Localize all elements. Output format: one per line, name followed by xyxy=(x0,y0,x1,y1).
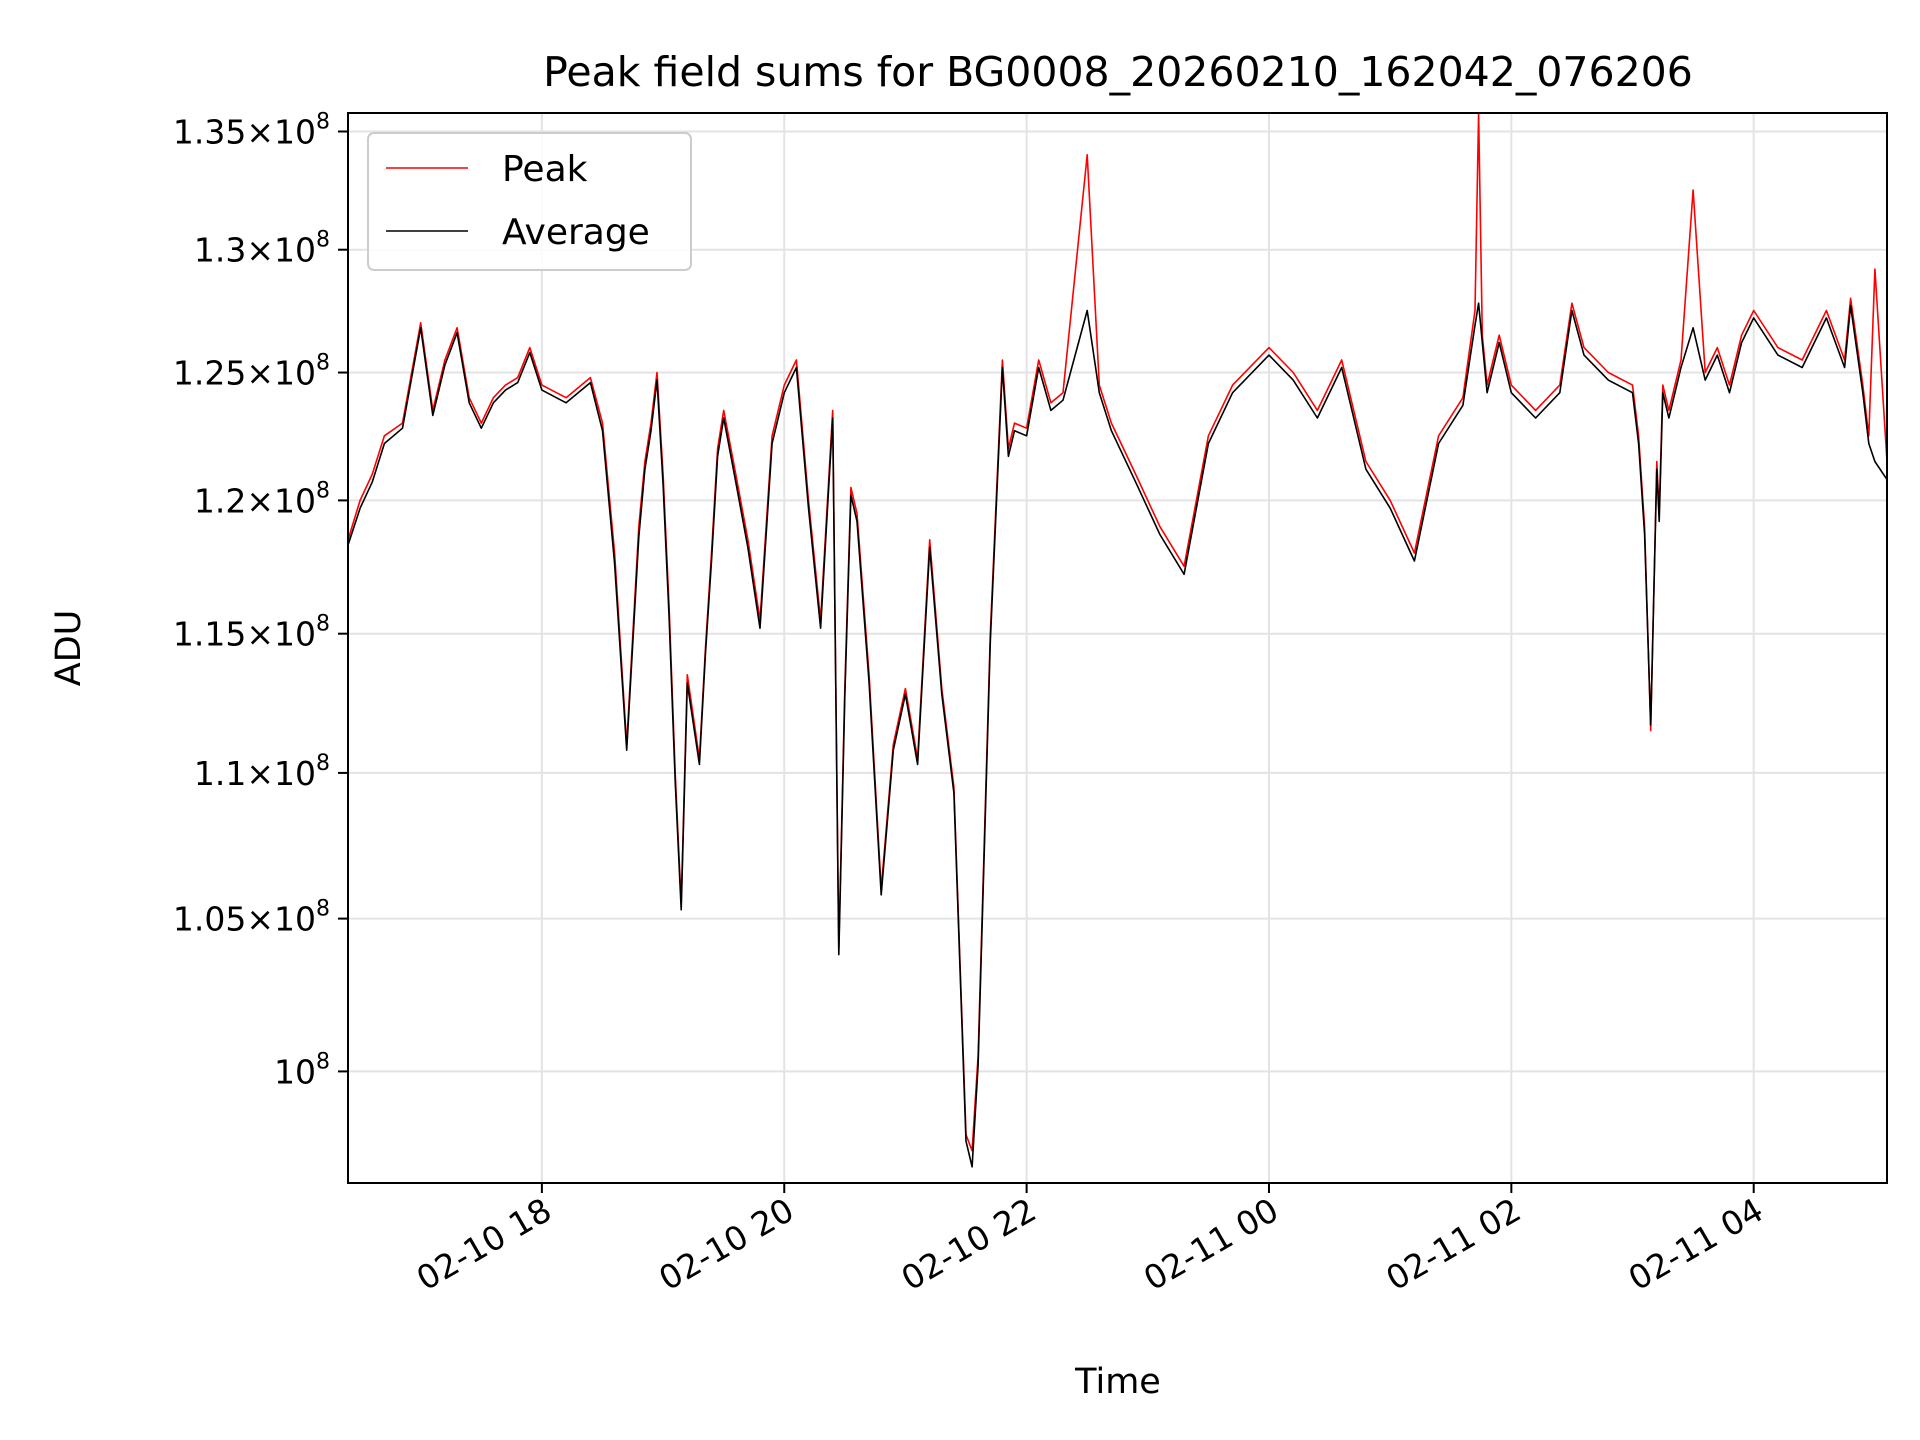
y-tick-label: 1.35×108 xyxy=(173,110,330,152)
y-tick-mantissa: 1.35×10 xyxy=(173,113,316,152)
y-tick-label: 1.25×108 xyxy=(173,351,330,393)
y-tick-label: 1.2×108 xyxy=(194,478,330,520)
y-tick-exponent: 8 xyxy=(316,478,330,503)
chart-title: Peak field sums for BG0008_20260210_1620… xyxy=(543,48,1693,96)
series-layer xyxy=(348,113,1887,1168)
y-tick-mantissa: 1.15×10 xyxy=(173,615,316,654)
y-tick-mantissa: 1.3×10 xyxy=(194,231,316,270)
y-axis-ticks: 1081.05×1081.1×1081.15×1081.2×1081.25×10… xyxy=(173,110,348,1091)
legend-peak-label: Peak xyxy=(502,149,588,190)
plot-area xyxy=(348,113,1887,1168)
y-tick-mantissa: 1.05×10 xyxy=(173,900,316,939)
plot-frame xyxy=(347,112,1888,1184)
y-tick-exponent: 8 xyxy=(316,612,330,637)
series-line-average xyxy=(348,302,1887,1168)
y-tick-exponent: 8 xyxy=(316,351,330,376)
y-tick-exponent: 8 xyxy=(316,228,330,253)
y-tick-mantissa: 1.2×10 xyxy=(194,481,316,520)
y-tick-mantissa: 10 xyxy=(274,1052,316,1091)
legend-average-label: Average xyxy=(502,212,650,253)
y-tick-label: 1.1×108 xyxy=(194,751,330,793)
y-tick-mantissa: 1.1×10 xyxy=(194,754,316,793)
y-tick-label: 1.3×108 xyxy=(194,228,330,270)
y-tick-mantissa: 1.25×10 xyxy=(173,354,316,393)
y-tick-exponent: 8 xyxy=(316,751,330,776)
legend: Peak Average xyxy=(367,132,692,271)
y-tick-exponent: 8 xyxy=(316,1049,330,1074)
grid-lines xyxy=(348,113,1887,1183)
y-tick-exponent: 8 xyxy=(316,110,330,135)
y-tick-label: 1.15×108 xyxy=(173,612,330,654)
y-axis-label: ADU xyxy=(49,610,89,687)
y-tick-label: 108 xyxy=(274,1049,330,1091)
y-tick-exponent: 8 xyxy=(316,897,330,922)
x-axis-label: Time xyxy=(1074,1362,1161,1402)
y-tick-label: 1.05×108 xyxy=(173,897,330,939)
